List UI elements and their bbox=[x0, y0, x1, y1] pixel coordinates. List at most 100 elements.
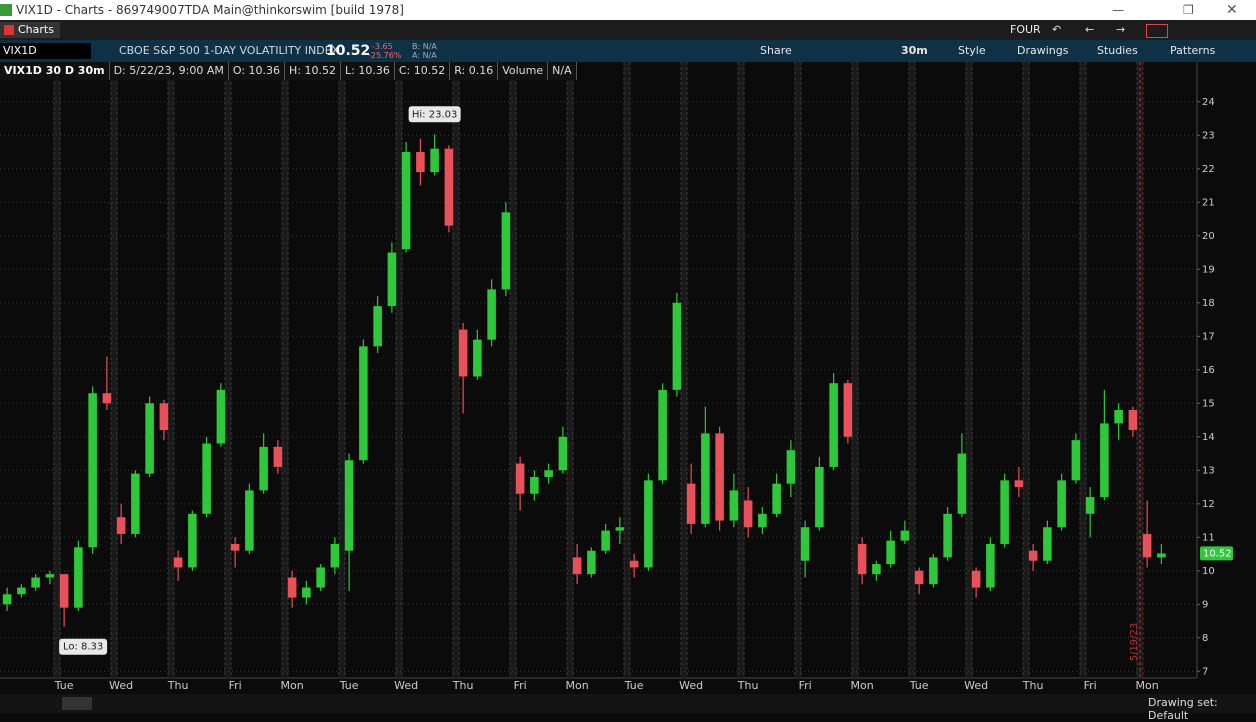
candle-body bbox=[900, 530, 910, 541]
candle-body bbox=[986, 543, 995, 588]
drawing-set[interactable]: Drawing set: Default bbox=[1148, 696, 1218, 722]
session-gap bbox=[1080, 62, 1086, 678]
info-low: L: 10.36 bbox=[341, 62, 395, 80]
candle-body bbox=[17, 587, 26, 595]
candle-body bbox=[943, 513, 952, 558]
y-tick-label: 9 bbox=[1202, 599, 1208, 610]
patterns-button[interactable]: Patterns bbox=[1170, 44, 1216, 57]
symbol-box[interactable]: VIX1D bbox=[0, 43, 91, 59]
chart: Tue Wed Thu Fri Mon Tue Wed Thu Fri Mon Tue Wed Thu F… bbox=[0, 62, 1256, 694]
close[interactable]: ✕ bbox=[1226, 2, 1238, 18]
candle-body bbox=[829, 383, 838, 467]
minimize[interactable]: — bbox=[1112, 3, 1124, 17]
y-tick-label: 11 bbox=[1202, 532, 1215, 543]
candle-body bbox=[1114, 409, 1123, 424]
session-gap bbox=[111, 62, 117, 678]
candle-body bbox=[1000, 480, 1009, 544]
candle-body bbox=[430, 148, 439, 173]
net-change-pct: -25.76% bbox=[368, 51, 402, 60]
candle-body bbox=[772, 483, 781, 514]
x-tick-label: Thu bbox=[167, 679, 189, 692]
x-tick-label: Mon bbox=[851, 679, 874, 692]
candle-body bbox=[273, 446, 283, 467]
candle-body bbox=[102, 393, 112, 404]
candle-body bbox=[587, 550, 596, 575]
x-tick-label: Fri bbox=[799, 679, 812, 692]
tab-bar: Charts FOUR ↶ ← → bbox=[0, 20, 1256, 40]
title-bar: VIX1D - Charts - 869749007TDA Main@think… bbox=[0, 0, 1256, 20]
forward[interactable]: → bbox=[1116, 23, 1126, 36]
y-tick-label: 22 bbox=[1202, 164, 1215, 175]
collapse-button[interactable] bbox=[62, 697, 92, 710]
undo[interactable]: ↶ bbox=[1052, 23, 1062, 36]
candle-body bbox=[316, 567, 325, 588]
candle-body bbox=[1100, 423, 1109, 498]
y-tick-label: 7 bbox=[1202, 666, 1208, 677]
candle-body bbox=[287, 577, 297, 598]
y-tick-label: 24 bbox=[1202, 97, 1215, 108]
candle-body bbox=[872, 564, 881, 575]
candle-body bbox=[743, 500, 753, 528]
back[interactable]: ← bbox=[1085, 23, 1095, 36]
candle-body bbox=[216, 389, 226, 444]
restore[interactable]: ❐ bbox=[1183, 3, 1194, 17]
candle-body bbox=[416, 152, 425, 173]
x-tick-label: Mon bbox=[1136, 679, 1159, 692]
candle-body bbox=[131, 473, 140, 534]
session-gap bbox=[567, 62, 573, 678]
candle-body bbox=[458, 329, 468, 377]
studies-button[interactable]: Studies bbox=[1097, 44, 1138, 57]
description: CBOE S&P 500 1-DAY VOLATILITY INDEX bbox=[119, 44, 340, 57]
ask: A: N/A bbox=[412, 51, 437, 60]
style-button[interactable]: Style bbox=[958, 44, 986, 57]
session-gap bbox=[852, 62, 858, 678]
candle-body bbox=[1157, 553, 1166, 558]
y-tick-label: 8 bbox=[1202, 633, 1208, 644]
y-tick-label: 10 bbox=[1202, 566, 1215, 577]
y-tick-label: 14 bbox=[1202, 432, 1215, 443]
candle-body bbox=[145, 403, 154, 474]
candle-body bbox=[1014, 480, 1024, 488]
y-tick-label: 16 bbox=[1202, 365, 1215, 376]
candle-body bbox=[387, 252, 397, 307]
candle-body bbox=[59, 574, 69, 608]
bid: B: N/A bbox=[412, 42, 437, 51]
candle-body bbox=[74, 547, 83, 608]
candle-body bbox=[31, 577, 40, 588]
drawings-button[interactable]: Drawings bbox=[1017, 44, 1069, 57]
candle-body bbox=[344, 460, 354, 551]
grid-layout[interactable] bbox=[1146, 24, 1168, 38]
candle-body bbox=[686, 483, 696, 524]
x-tick-label: Fri bbox=[229, 679, 242, 692]
candle-body bbox=[629, 560, 639, 568]
charts-tab[interactable]: Charts bbox=[0, 22, 60, 38]
candle-body bbox=[188, 513, 197, 568]
x-tick-label: Thu bbox=[737, 679, 759, 692]
candle-body bbox=[857, 543, 867, 575]
candle-body bbox=[259, 446, 268, 491]
layout-button[interactable]: FOUR bbox=[1010, 23, 1041, 36]
x-tick-label: Tue bbox=[339, 679, 359, 692]
candle-body bbox=[245, 490, 254, 551]
share-button[interactable]: Share bbox=[760, 44, 792, 57]
candle-body bbox=[601, 530, 610, 551]
candle-body bbox=[501, 212, 511, 290]
candle-body bbox=[1071, 440, 1081, 481]
x-tick-label: Thu bbox=[1022, 679, 1044, 692]
candle-body bbox=[1043, 527, 1052, 561]
candle-body bbox=[971, 570, 981, 588]
x-tick-label: Mon bbox=[281, 679, 304, 692]
candle-body bbox=[615, 527, 625, 531]
candle-body bbox=[715, 433, 724, 521]
y-tick-label: 13 bbox=[1202, 465, 1215, 476]
y-tick-label: 21 bbox=[1202, 197, 1215, 208]
candle-body bbox=[572, 557, 582, 575]
candle-body bbox=[515, 463, 525, 494]
y-tick-label: 17 bbox=[1202, 331, 1215, 342]
x-tick-label: Fri bbox=[1084, 679, 1097, 692]
candle-body bbox=[843, 383, 853, 437]
session-gap bbox=[339, 62, 345, 678]
timeframe-button[interactable]: 30m bbox=[901, 44, 928, 57]
x-tick-label: Wed bbox=[679, 679, 703, 692]
candle-body bbox=[914, 570, 924, 585]
